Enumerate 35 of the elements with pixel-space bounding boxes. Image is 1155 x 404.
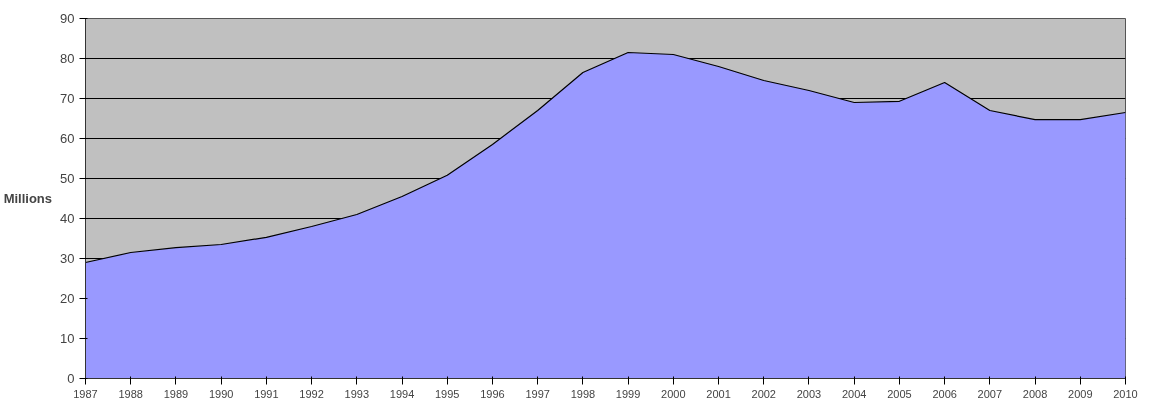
y-axis-title: Millions	[3, 191, 53, 206]
x-tick-label: 1997	[525, 387, 550, 400]
x-tick-label: 2002	[751, 387, 777, 400]
y-tick-label: 80	[60, 51, 75, 66]
x-tick-label: 2008	[1022, 387, 1048, 400]
x-tick-label: 1987	[73, 387, 98, 400]
x-tick-label: 2007	[977, 387, 1003, 400]
y-tick-label: 90	[60, 11, 75, 26]
x-tick-label: 2003	[796, 387, 822, 400]
y-tick-label: 60	[60, 131, 75, 146]
y-tick-label: 10	[60, 331, 75, 346]
x-tick-label: 2009	[1068, 387, 1093, 400]
y-tick-label: 50	[60, 171, 75, 186]
x-tick-label: 1991	[254, 387, 279, 400]
x-tick-label: 1994	[389, 387, 415, 400]
x-tick-label: 1993	[344, 387, 370, 400]
y-tick-label: 30	[60, 251, 75, 266]
x-tick-label: 1992	[299, 387, 324, 400]
x-tick-label: 1998	[570, 387, 596, 400]
x-tick-label: 1995	[435, 387, 460, 400]
y-tick-label: 70	[60, 91, 75, 106]
y-tick-label: 20	[60, 291, 75, 306]
y-tick-label: 40	[60, 211, 75, 226]
x-tick-label: 1996	[480, 387, 505, 400]
x-tick-label: 1990	[208, 387, 234, 400]
x-tick-label: 2010	[1113, 387, 1138, 400]
x-tick-label: 2005	[887, 387, 912, 400]
x-tick-label: 2006	[932, 387, 957, 400]
x-tick-label: 2004	[841, 387, 867, 400]
x-tick-label: 2001	[706, 387, 731, 400]
y-tick-label: 0	[67, 371, 75, 386]
x-tick-label: 1989	[163, 387, 189, 400]
x-tick-label: 1999	[615, 387, 641, 400]
x-tick-label: 2000	[661, 387, 686, 400]
x-tick-label: 1988	[118, 387, 143, 400]
